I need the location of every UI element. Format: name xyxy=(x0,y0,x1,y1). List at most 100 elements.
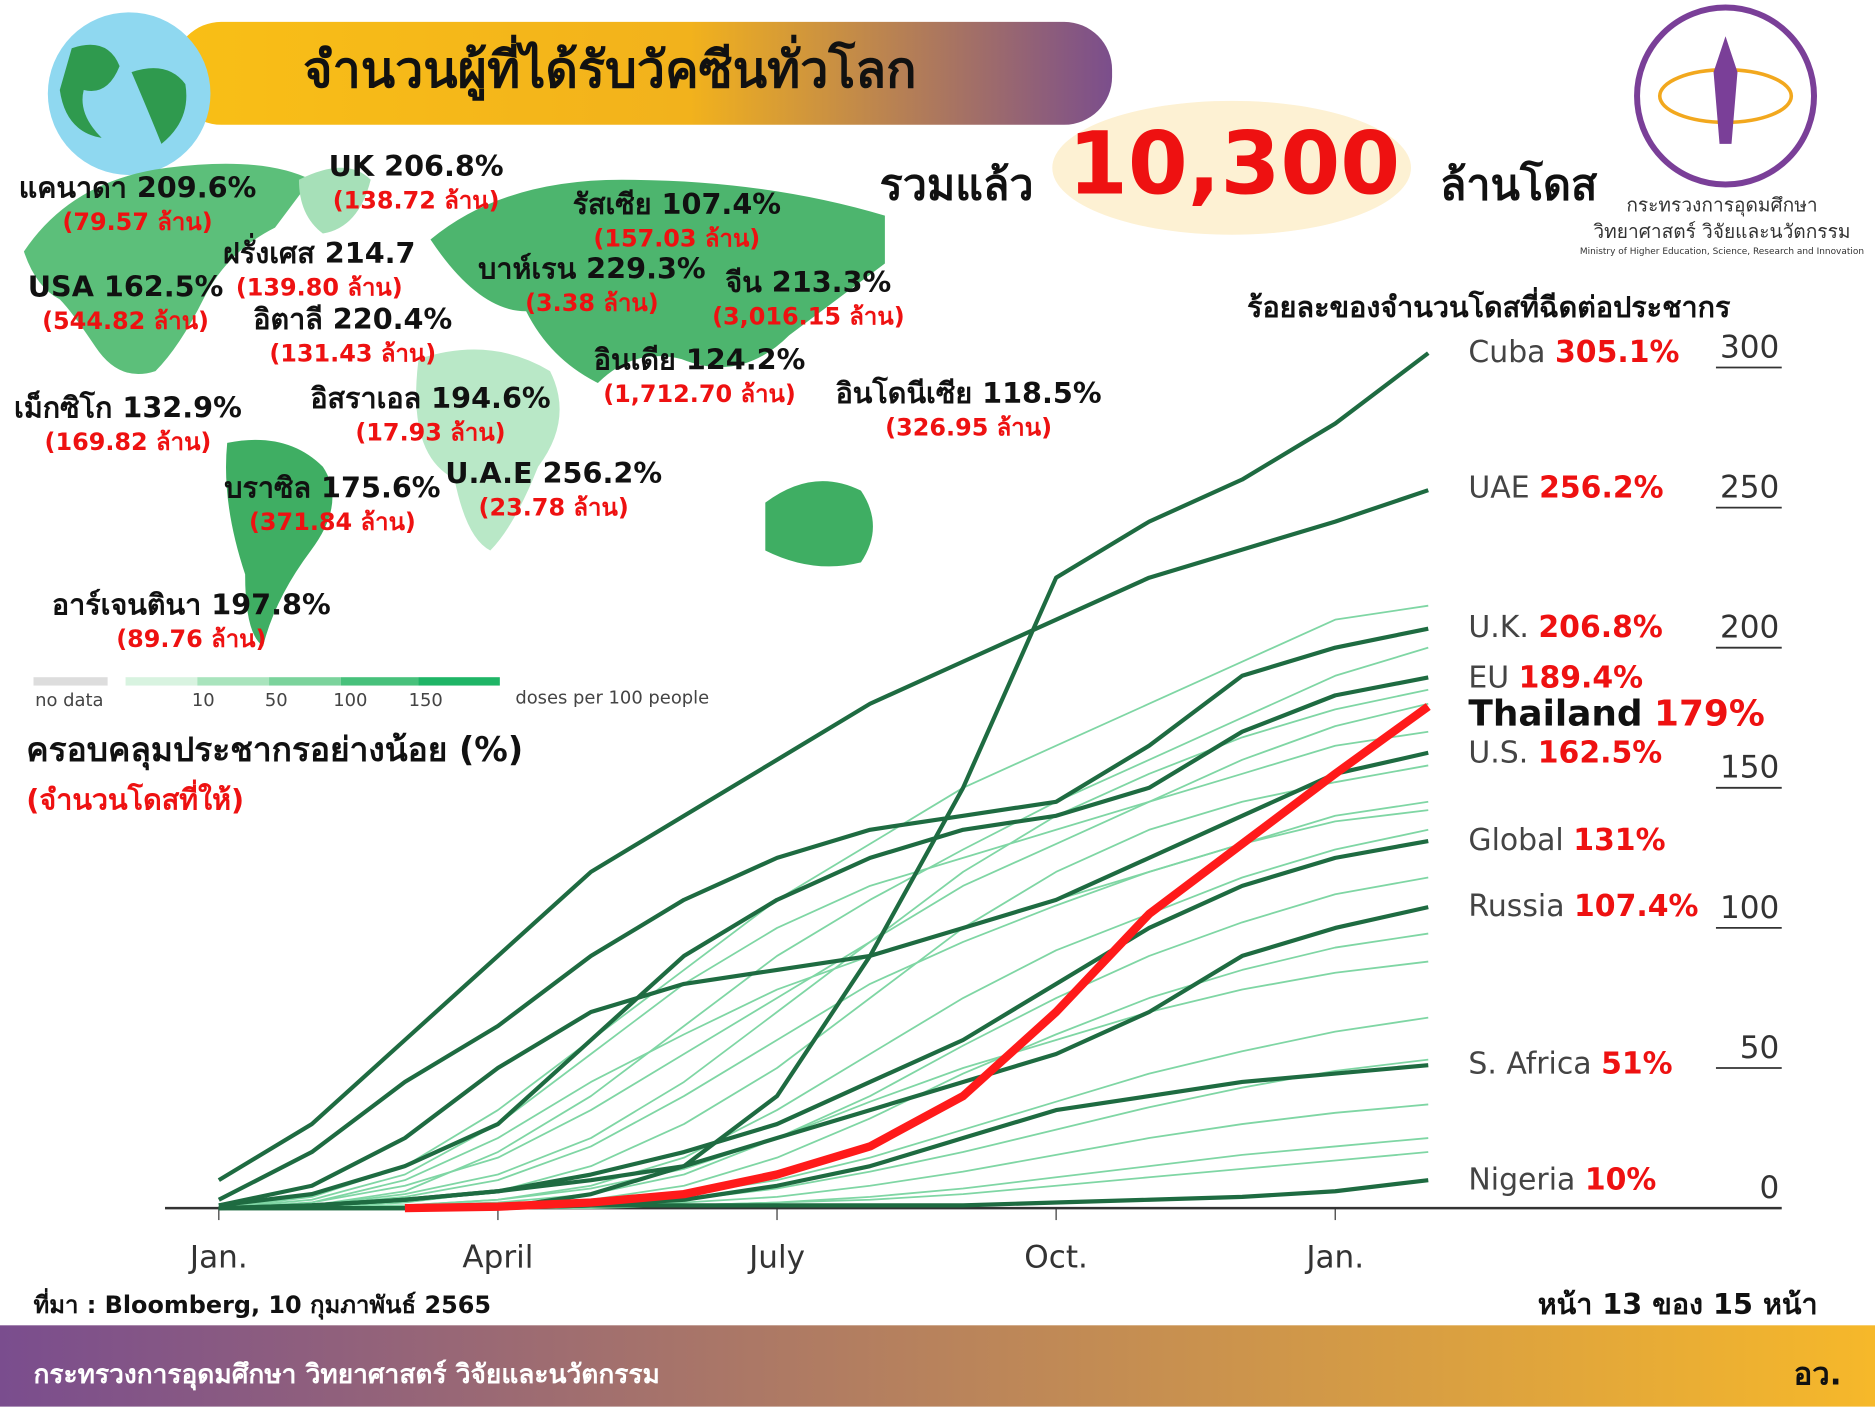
series-label: Thailand 179% xyxy=(1468,693,1764,734)
legend-label: 100 xyxy=(333,690,367,711)
series-name: Russia xyxy=(1468,888,1564,923)
series-value-label: 162.5% xyxy=(1538,735,1662,770)
map-doses: (169.82 ล้าน) xyxy=(45,428,212,456)
chart-title: ร้อยละของจำนวนโดสที่ฉีดต่อประชากร xyxy=(1247,286,1731,324)
series-value-label: 10% xyxy=(1585,1162,1657,1197)
series-value-label: 107.4% xyxy=(1574,888,1698,923)
map-doses: (79.57 ล้าน) xyxy=(62,208,212,236)
map-doses: (544.82 ล้าน) xyxy=(42,307,209,335)
map-doses: (139.80 ล้าน) xyxy=(236,274,403,302)
logo-ring xyxy=(1634,4,1818,188)
highlight-line xyxy=(404,703,1431,1213)
y-tick-label: 0 xyxy=(1760,1170,1780,1206)
legend-swatch xyxy=(197,677,270,686)
title: จำนวนผู้ที่ได้รับวัคซีนทั่วโลก xyxy=(303,34,916,101)
map-doses: (3,016.15 ล้าน) xyxy=(712,302,905,330)
series-label: S. Africa 51% xyxy=(1468,1046,1672,1081)
header-bar xyxy=(173,21,1113,125)
map-doses: (23.78 ล้าน) xyxy=(479,494,629,522)
logo-emblem xyxy=(1713,36,1738,144)
legend-label: 10 xyxy=(192,690,215,711)
series-line xyxy=(218,905,1429,1211)
legend-label: 50 xyxy=(265,690,288,711)
series-value-label: 131% xyxy=(1573,823,1665,858)
series-label: U.S. 162.5% xyxy=(1468,735,1662,770)
y-tick-label: 200 xyxy=(1720,610,1779,646)
x-tick-label: April xyxy=(462,1239,533,1275)
series-line xyxy=(218,750,1429,1208)
background-line xyxy=(218,809,1429,1210)
series-name: EU xyxy=(1468,660,1509,695)
background-line xyxy=(218,604,1429,1210)
y-tick-label: 100 xyxy=(1720,890,1779,926)
background-line xyxy=(218,702,1429,1210)
map-label: บาห์เรน 229.3% xyxy=(478,252,706,286)
map-label: อิตาลี 220.4% xyxy=(253,302,452,336)
map-doses: (157.03 ล้าน) xyxy=(593,225,760,253)
series-value-label: 189.4% xyxy=(1519,660,1643,695)
map-doses: (138.72 ล้าน) xyxy=(333,186,500,214)
series-name: Global xyxy=(1468,823,1563,858)
background-line xyxy=(218,764,1429,1210)
total-prefix: รวมแล้ว xyxy=(880,161,1034,211)
map-label: U.A.E 256.2% xyxy=(445,456,662,490)
series-label: Global 131% xyxy=(1468,823,1665,858)
legend-caption: doses per 100 people xyxy=(515,688,709,709)
plot: Jan. April July Oct. Jan. 0 50 100 150 200 250 300 C… xyxy=(165,329,1782,1275)
legend-swatch xyxy=(125,677,198,686)
series-label: Cuba 305.1% xyxy=(1468,335,1679,370)
map-label: อินเดีย 124.2% xyxy=(594,343,806,377)
series-name: U.K. xyxy=(1468,610,1528,645)
map-label: รัสเซีย 107.4% xyxy=(573,187,781,221)
series-value-label: 256.2% xyxy=(1539,470,1663,505)
background-line xyxy=(218,730,1429,1210)
map-doses: (1,712.70 ล้าน) xyxy=(603,380,796,408)
series-name: Cuba xyxy=(1468,335,1545,370)
y-tick-label: 50 xyxy=(1740,1030,1780,1066)
map-label: UK 206.8% xyxy=(329,149,504,183)
series-value-label: 206.8% xyxy=(1538,610,1662,645)
map-label: จีน 213.3% xyxy=(725,265,891,299)
series-name: Nigeria xyxy=(1468,1162,1575,1197)
world-map xyxy=(23,163,885,647)
map-label: อิสราเอล 194.6% xyxy=(310,381,550,415)
total-bubble xyxy=(1052,100,1412,235)
series-label: Russia 107.4% xyxy=(1468,888,1698,923)
map-label: อินโดนีเซีย 118.5% xyxy=(836,375,1102,410)
note: ครอบคลุมประชากรอย่างน้อย (%) xyxy=(26,730,523,771)
series-name: S. Africa xyxy=(1468,1046,1591,1081)
logo-text: วิทยาศาสตร์ วิจัยและนวัตกรรม xyxy=(1593,220,1850,243)
globe-land xyxy=(59,44,187,144)
legend-label: 150 xyxy=(409,690,443,711)
map-label: แคนาดา 209.6% xyxy=(19,170,257,204)
background-line xyxy=(218,800,1429,1210)
series-value-label: 51% xyxy=(1601,1046,1673,1081)
series-label: Nigeria 10% xyxy=(1468,1162,1656,1197)
x-tick-label: Oct. xyxy=(1024,1239,1088,1275)
map-legend: no data 10 50 100 150 doses per 100 peop… xyxy=(33,677,709,711)
footer-abbr: อว. xyxy=(1794,1357,1842,1393)
y-tick-label: 150 xyxy=(1720,750,1779,786)
series-line xyxy=(217,626,1429,1202)
south-america xyxy=(226,439,333,647)
legend-swatch xyxy=(418,677,500,686)
legend-swatch xyxy=(269,677,341,686)
greenland xyxy=(298,167,371,234)
eurasia xyxy=(430,179,885,384)
north-america xyxy=(23,163,311,375)
legend-swatch xyxy=(340,677,419,686)
map-label: บราซิล 175.6% xyxy=(224,470,440,504)
footer-ministry: กระทรวงการอุดมศึกษา วิทยาศาสตร์ วิจัยและ… xyxy=(33,1359,659,1391)
background-line xyxy=(218,646,1429,1210)
map-doses: (371.84 ล้าน) xyxy=(249,508,416,536)
series-line xyxy=(218,675,1429,1208)
total-value: 10,300 xyxy=(1068,115,1400,215)
legend-swatch xyxy=(33,677,108,686)
series-name: U.S. xyxy=(1468,735,1528,770)
x-tick-label: July xyxy=(747,1239,805,1275)
x-tick-label: Jan. xyxy=(1304,1239,1364,1275)
map-doses: (3.38 ล้าน) xyxy=(525,289,659,317)
series-label: UAE 256.2% xyxy=(1468,470,1663,505)
logo-text: Ministry of Higher Education, Science, R… xyxy=(1580,247,1864,257)
